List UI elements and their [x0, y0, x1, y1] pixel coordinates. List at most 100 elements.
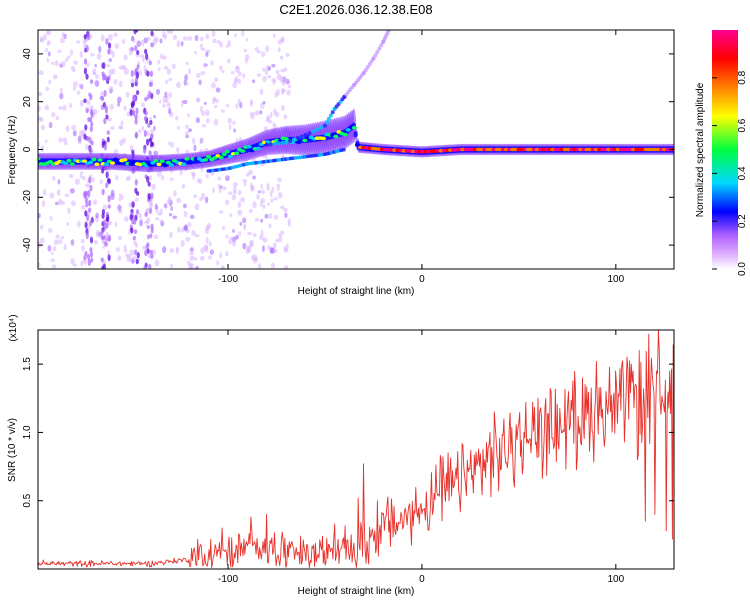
noise-speck [107, 117, 112, 122]
ridge-core [224, 149, 230, 154]
noise-speck [161, 55, 167, 60]
noise-column-speck [105, 114, 109, 120]
noise-speck [52, 246, 57, 252]
noise-speck [216, 260, 220, 266]
noise-speck [185, 124, 189, 129]
noise-speck [49, 192, 55, 199]
noise-speck [166, 68, 171, 75]
noise-speck [210, 82, 216, 89]
noise-column-speck [88, 147, 92, 153]
noise-speck [217, 176, 222, 181]
noise-speck [194, 50, 198, 55]
noise-speck [193, 194, 198, 199]
noise-speck [176, 126, 180, 130]
ridge-core [159, 159, 165, 164]
noise-speck [189, 247, 194, 252]
noise-speck [168, 92, 173, 99]
noise-speck [256, 194, 260, 200]
noise-speck [193, 144, 197, 152]
noise-speck [92, 199, 98, 205]
noise-speck [69, 103, 73, 108]
noise-column-speck [150, 223, 154, 229]
noise-column-speck [89, 250, 93, 258]
snr-y-tick-label: 0.5 [22, 493, 33, 507]
noise-column-speck [136, 251, 140, 259]
noise-speck [164, 80, 169, 84]
noise-speck [211, 30, 216, 37]
noise-speck [218, 65, 223, 71]
noise-speck [273, 214, 279, 220]
noise-speck [210, 60, 214, 66]
spectrogram-x-tick-label: 0 [419, 274, 425, 285]
noise-speck [118, 193, 122, 197]
noise-speck [213, 118, 219, 126]
noise-column-speck [146, 70, 150, 77]
noise-speck [243, 48, 248, 53]
noise-speck [91, 177, 95, 183]
noise-speck [265, 45, 270, 53]
ridge-upper-branch [367, 62, 372, 67]
noise-speck [82, 258, 88, 265]
noise-speck [72, 86, 76, 91]
noise-speck [179, 168, 183, 176]
noise-column-speck [83, 33, 87, 40]
noise-speck [264, 213, 269, 219]
noise-column-speck [107, 48, 111, 55]
noise-column-speck [90, 257, 94, 263]
noise-speck [276, 88, 280, 96]
ridge-upper-branch [328, 113, 333, 118]
noise-speck [188, 67, 191, 75]
noise-speck [44, 139, 48, 143]
noise-speck [54, 59, 59, 67]
noise-speck [228, 239, 232, 245]
ridge-upper-branch [280, 140, 285, 145]
noise-speck [200, 110, 206, 117]
noise-column-speck [105, 216, 109, 222]
colorbar-tick-label: 0.2 [737, 214, 748, 228]
noise-speck [157, 67, 161, 72]
noise-speck [187, 222, 192, 228]
noise-column-speck [148, 60, 152, 66]
noise-speck [219, 41, 224, 48]
noise-speck [260, 183, 263, 190]
noise-column-speck [105, 76, 109, 82]
noise-speck [117, 204, 122, 211]
noise-speck [200, 247, 205, 254]
ridge-upper-branch [369, 59, 374, 64]
noise-speck [149, 175, 153, 180]
noise-speck [268, 223, 272, 229]
noise-speck [40, 145, 45, 153]
noise-speck [52, 176, 56, 181]
noise-speck [168, 30, 174, 35]
noise-speck [182, 36, 188, 41]
noise-column-speck [107, 42, 112, 49]
ridge-upper-branch [315, 127, 320, 132]
noise-column-speck [100, 257, 104, 263]
noise-column-speck [103, 90, 107, 97]
noise-speck [130, 78, 135, 85]
snr-x-ticks: -100 0 100 [218, 330, 625, 585]
noise-speck [194, 233, 200, 238]
noise-column-speck [147, 193, 151, 200]
noise-column-speck [131, 149, 135, 155]
noise-column-speck [129, 109, 133, 116]
noise-speck [176, 146, 180, 154]
noise-speck [242, 217, 247, 224]
noise-speck [74, 178, 80, 185]
noise-speck [110, 189, 115, 197]
snr-frame [37, 329, 675, 570]
noise-speck [170, 263, 174, 268]
noise-column-speck [148, 137, 152, 143]
colorbar-ticks: 0.0 0.2 0.4 0.6 0.8 [712, 70, 748, 276]
noise-speck [199, 43, 203, 50]
noise-column-speck [105, 222, 109, 229]
noise-speck [237, 201, 242, 208]
ridge-core [38, 156, 41, 161]
noise-speck [114, 221, 118, 227]
noise-speck [55, 116, 60, 121]
noise-speck [72, 80, 78, 88]
noise-speck [209, 249, 215, 255]
noise-speck [256, 50, 262, 54]
noise-column-speck [84, 210, 88, 217]
ridge-core [233, 151, 240, 156]
